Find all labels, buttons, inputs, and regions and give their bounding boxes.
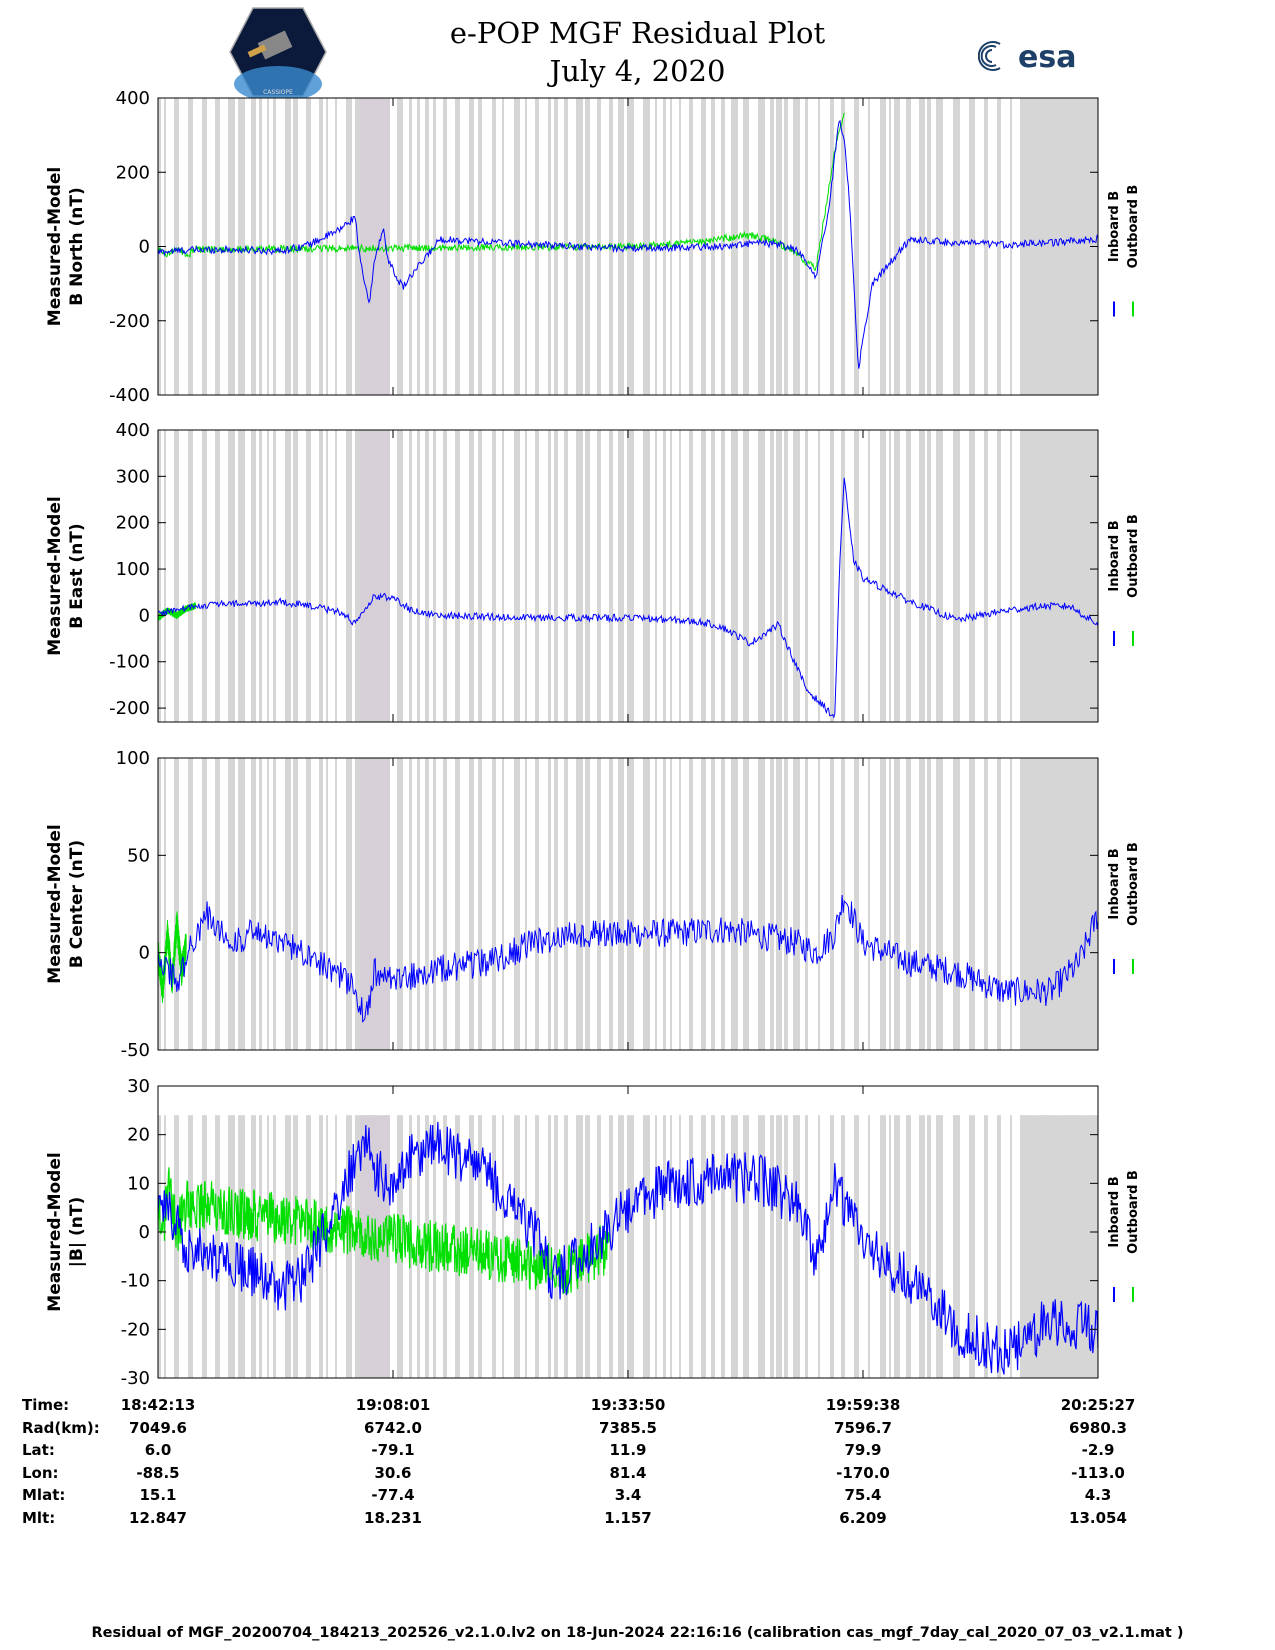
ephemeris-value: 75.4 [844,1486,882,1504]
plot-area [157,98,1099,395]
y-tick-label: -200 [109,311,150,332]
cassiope-logo-text: CASSIOPE [263,89,293,96]
y-tick-label: 10 [127,1173,150,1194]
ephemeris-row-label: Time: [22,1396,70,1414]
ephemeris-value: 12.847 [129,1508,187,1527]
y-tick-label: -10 [121,1271,150,1292]
series-inboard-line [157,477,1099,719]
series-outboard-line [157,112,845,272]
y-tick-label: 30 [127,1076,150,1097]
y-axis-label: Measured-Model B North (nT) [45,167,87,326]
title-line-2: July 4, 2020 [549,54,726,88]
y-tick-label: 0 [139,943,150,964]
y-axis-label: Measured-Model |B| (nT) [45,1152,87,1311]
ephemeris-value: 6742.0 [364,1418,422,1437]
y-tick-label: 100 [116,559,150,580]
series-inboard-line [157,894,1099,1023]
ephemeris-value: 18.231 [364,1508,422,1527]
ephemeris-value: 6.209 [839,1508,887,1527]
ephemeris-row-label: Rad(km): [22,1418,100,1437]
ephemeris-value: 7596.7 [834,1418,892,1437]
y-tick-label: -50 [121,1040,150,1061]
y-tick-label: 200 [116,162,150,183]
y-tick-label: 100 [116,748,150,769]
y-tick-label: -20 [121,1319,150,1340]
series-inboard-line [157,119,1099,369]
ephemeris-value: 30.6 [374,1463,412,1482]
ephemeris-value: 1.157 [604,1508,652,1527]
ephemeris-value: 7049.6 [129,1418,187,1437]
legend: Inboard B Outboard B [1107,185,1141,317]
y-tick-label: 0 [139,237,150,258]
y-tick-label: 50 [127,845,150,866]
legend-inboard-label: Inboard B [1107,848,1122,919]
esa-logo: esa [978,40,1076,75]
ephemeris-value: 15.1 [139,1486,177,1504]
title-line-1: e-POP MGF Residual Plot [449,16,826,50]
ephemeris-value: 19:59:38 [825,1396,901,1414]
ephemeris-row-label: Mlat: [22,1486,66,1504]
y-tick-label: 20 [127,1125,150,1146]
ephemeris-value: -77.4 [371,1486,415,1504]
y-tick-label: -400 [109,385,150,406]
ephemeris-value: 13.054 [1069,1508,1127,1527]
ephemeris-value: 6980.3 [1069,1418,1127,1437]
legend: Inboard B Outboard B [1107,1170,1141,1302]
legend-inboard-label: Inboard B [1107,1176,1122,1247]
y-tick-label: -30 [121,1368,150,1389]
ephemeris-row-label: Lat: [22,1441,55,1459]
legend-outboard-label: Outboard B [1126,1170,1141,1254]
y-tick-label: 0 [139,1222,150,1243]
ephemeris-row-label: Mlt: [22,1508,56,1527]
ephemeris-value: 19:08:01 [355,1396,431,1414]
legend-outboard-label: Outboard B [1126,842,1141,926]
plot-area [157,758,1099,1050]
ephemeris-value: -79.1 [371,1441,415,1459]
ephemeris-value: 19:33:50 [590,1396,666,1414]
series-outboard-line [157,601,197,621]
ephemeris-value: 3.4 [614,1486,642,1504]
y-tick-label: -100 [109,652,150,673]
ephemeris-value: 79.9 [844,1441,882,1459]
legend-outboard-label: Outboard B [1126,185,1141,269]
ephemeris-value: 18:42:13 [120,1396,196,1414]
legend-outboard-label: Outboard B [1126,514,1141,598]
ephemeris-value: 11.9 [609,1441,647,1459]
data-gap-shading [158,430,1098,722]
y-tick-label: 400 [116,88,150,109]
ephemeris-value: 6.0 [144,1441,172,1459]
legend: Inboard B Outboard B [1107,842,1141,974]
footer-caption: Residual of MGF_20200704_184213_202526_v… [91,1625,1184,1641]
y-tick-label: 400 [116,420,150,441]
y-axis-label: Measured-Model B East (nT) [45,496,87,655]
y-tick-label: 300 [116,466,150,487]
plot-area [157,1115,1099,1378]
y-axis-label: Measured-Model B Center (nT) [45,824,87,983]
ephemeris-value: -170.0 [836,1463,890,1482]
y-tick-label: -200 [109,698,150,719]
ephemeris-value: -88.5 [136,1463,180,1482]
y-tick-label: 200 [116,513,150,534]
legend: Inboard B Outboard B [1107,514,1141,646]
plot-area [157,430,1099,722]
legend-inboard-label: Inboard B [1107,191,1122,262]
legend-inboard-label: Inboard B [1107,520,1122,591]
esa-logo-text: esa [1018,40,1076,75]
ephemeris-value: 81.4 [609,1463,647,1482]
data-gap-shading [158,1115,1098,1378]
y-tick-label: 0 [139,605,150,626]
ephemeris-row-label: Lon: [22,1463,59,1482]
ephemeris-value: 4.3 [1084,1486,1112,1504]
ephemeris-value: -113.0 [1071,1463,1125,1482]
series-inboard-line [157,1121,1099,1375]
ephemeris-value: 7385.5 [599,1418,657,1437]
cassiope-logo: CASSIOPE [229,7,327,98]
ephemeris-value: -2.9 [1081,1441,1115,1459]
ephemeris-value: 20:25:27 [1060,1396,1136,1414]
